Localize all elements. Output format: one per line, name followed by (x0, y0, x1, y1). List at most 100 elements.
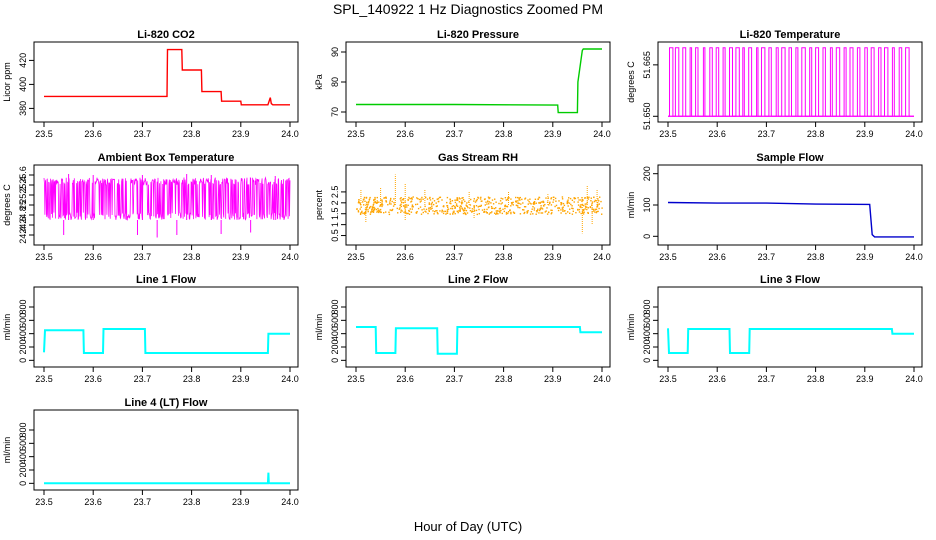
series-point (466, 202, 468, 204)
series-point (393, 201, 395, 204)
series-point (450, 207, 452, 210)
series-point (363, 212, 366, 214)
series-point (518, 197, 520, 199)
series-point (532, 213, 534, 215)
series-point (437, 213, 439, 215)
series-point (441, 199, 443, 201)
series-point (378, 201, 380, 203)
series-point (567, 199, 569, 201)
series-point (402, 205, 405, 207)
series-point (479, 198, 482, 200)
series-point (432, 197, 434, 200)
series-point (400, 200, 402, 202)
series-point (404, 206, 407, 208)
series-point (554, 205, 556, 208)
series-point (577, 197, 579, 199)
series-point (539, 208, 541, 210)
series-point (411, 204, 414, 206)
series-point (567, 205, 569, 207)
series-point (495, 210, 497, 212)
series-point (499, 210, 501, 212)
series-point (533, 209, 535, 211)
series-point (436, 198, 438, 200)
series-point (390, 209, 393, 212)
series-point (400, 205, 402, 208)
series-point (583, 204, 585, 207)
series-point (411, 208, 413, 210)
plot-box (657, 286, 923, 368)
series-point (570, 203, 572, 206)
x-tick-label: 23.6 (708, 129, 726, 139)
series-point (441, 209, 443, 212)
x-tick-label: 23.6 (708, 374, 726, 384)
series-point (367, 209, 369, 211)
series-point (420, 198, 422, 200)
series-point (517, 200, 519, 202)
series-point (478, 208, 480, 211)
x-tick-label: 23.7 (446, 129, 464, 139)
series-point (501, 212, 503, 215)
series-point (587, 198, 590, 200)
series-group (668, 47, 914, 117)
series-point (388, 213, 391, 216)
panel-title: Line 1 Flow (136, 274, 196, 286)
series-point (541, 208, 544, 210)
series-point (577, 204, 580, 206)
series-group (667, 201, 914, 238)
x-tick-label: 23.7 (134, 374, 152, 384)
series-point (461, 208, 464, 210)
series-point (365, 196, 368, 199)
series-point (424, 210, 426, 212)
series-point (385, 200, 387, 202)
series-point (380, 204, 383, 206)
series-point (483, 208, 486, 211)
y-tick-label: 800 (642, 299, 652, 314)
series-point (372, 206, 374, 209)
series-point (589, 206, 592, 209)
series-point (564, 210, 566, 212)
series-line (43, 176, 291, 221)
series-point (526, 210, 528, 213)
series-point (374, 198, 376, 200)
series-point (391, 200, 393, 203)
x-tick-label: 23.9 (856, 129, 874, 139)
series-point (584, 203, 586, 205)
series-point (459, 208, 461, 210)
series-point (540, 212, 542, 214)
x-tick-label: 23.9 (544, 252, 562, 262)
series-point (582, 209, 585, 211)
series-point (573, 201, 575, 203)
series-point (453, 210, 455, 212)
series-point (567, 211, 569, 213)
series-point (493, 207, 496, 210)
series-point (464, 200, 466, 203)
series-point (496, 212, 498, 214)
series-point (519, 196, 521, 199)
panel-title: Gas Stream RH (438, 152, 518, 164)
series-point (420, 200, 422, 202)
series-point (409, 197, 411, 200)
series-point (543, 205, 545, 207)
series-point (381, 201, 383, 203)
series-point (390, 198, 392, 200)
series-point (389, 201, 391, 203)
series-point (393, 203, 396, 206)
series-point (526, 211, 529, 213)
series-point (452, 205, 455, 207)
x-tick-label: 23.5 (347, 252, 365, 262)
series-point (422, 198, 424, 200)
y-axis-label: kPa (314, 74, 324, 90)
series-point (435, 202, 437, 204)
series-point (544, 203, 546, 206)
series-point (580, 206, 582, 209)
series-point (476, 198, 478, 201)
series-point (571, 205, 573, 207)
series-point (518, 198, 520, 200)
series-point (425, 196, 427, 199)
series-point (580, 212, 582, 215)
series-point (361, 210, 363, 213)
series-point (454, 206, 456, 209)
series-point (446, 201, 448, 204)
x-tick-label: 23.5 (347, 374, 365, 384)
series-point (539, 201, 541, 204)
